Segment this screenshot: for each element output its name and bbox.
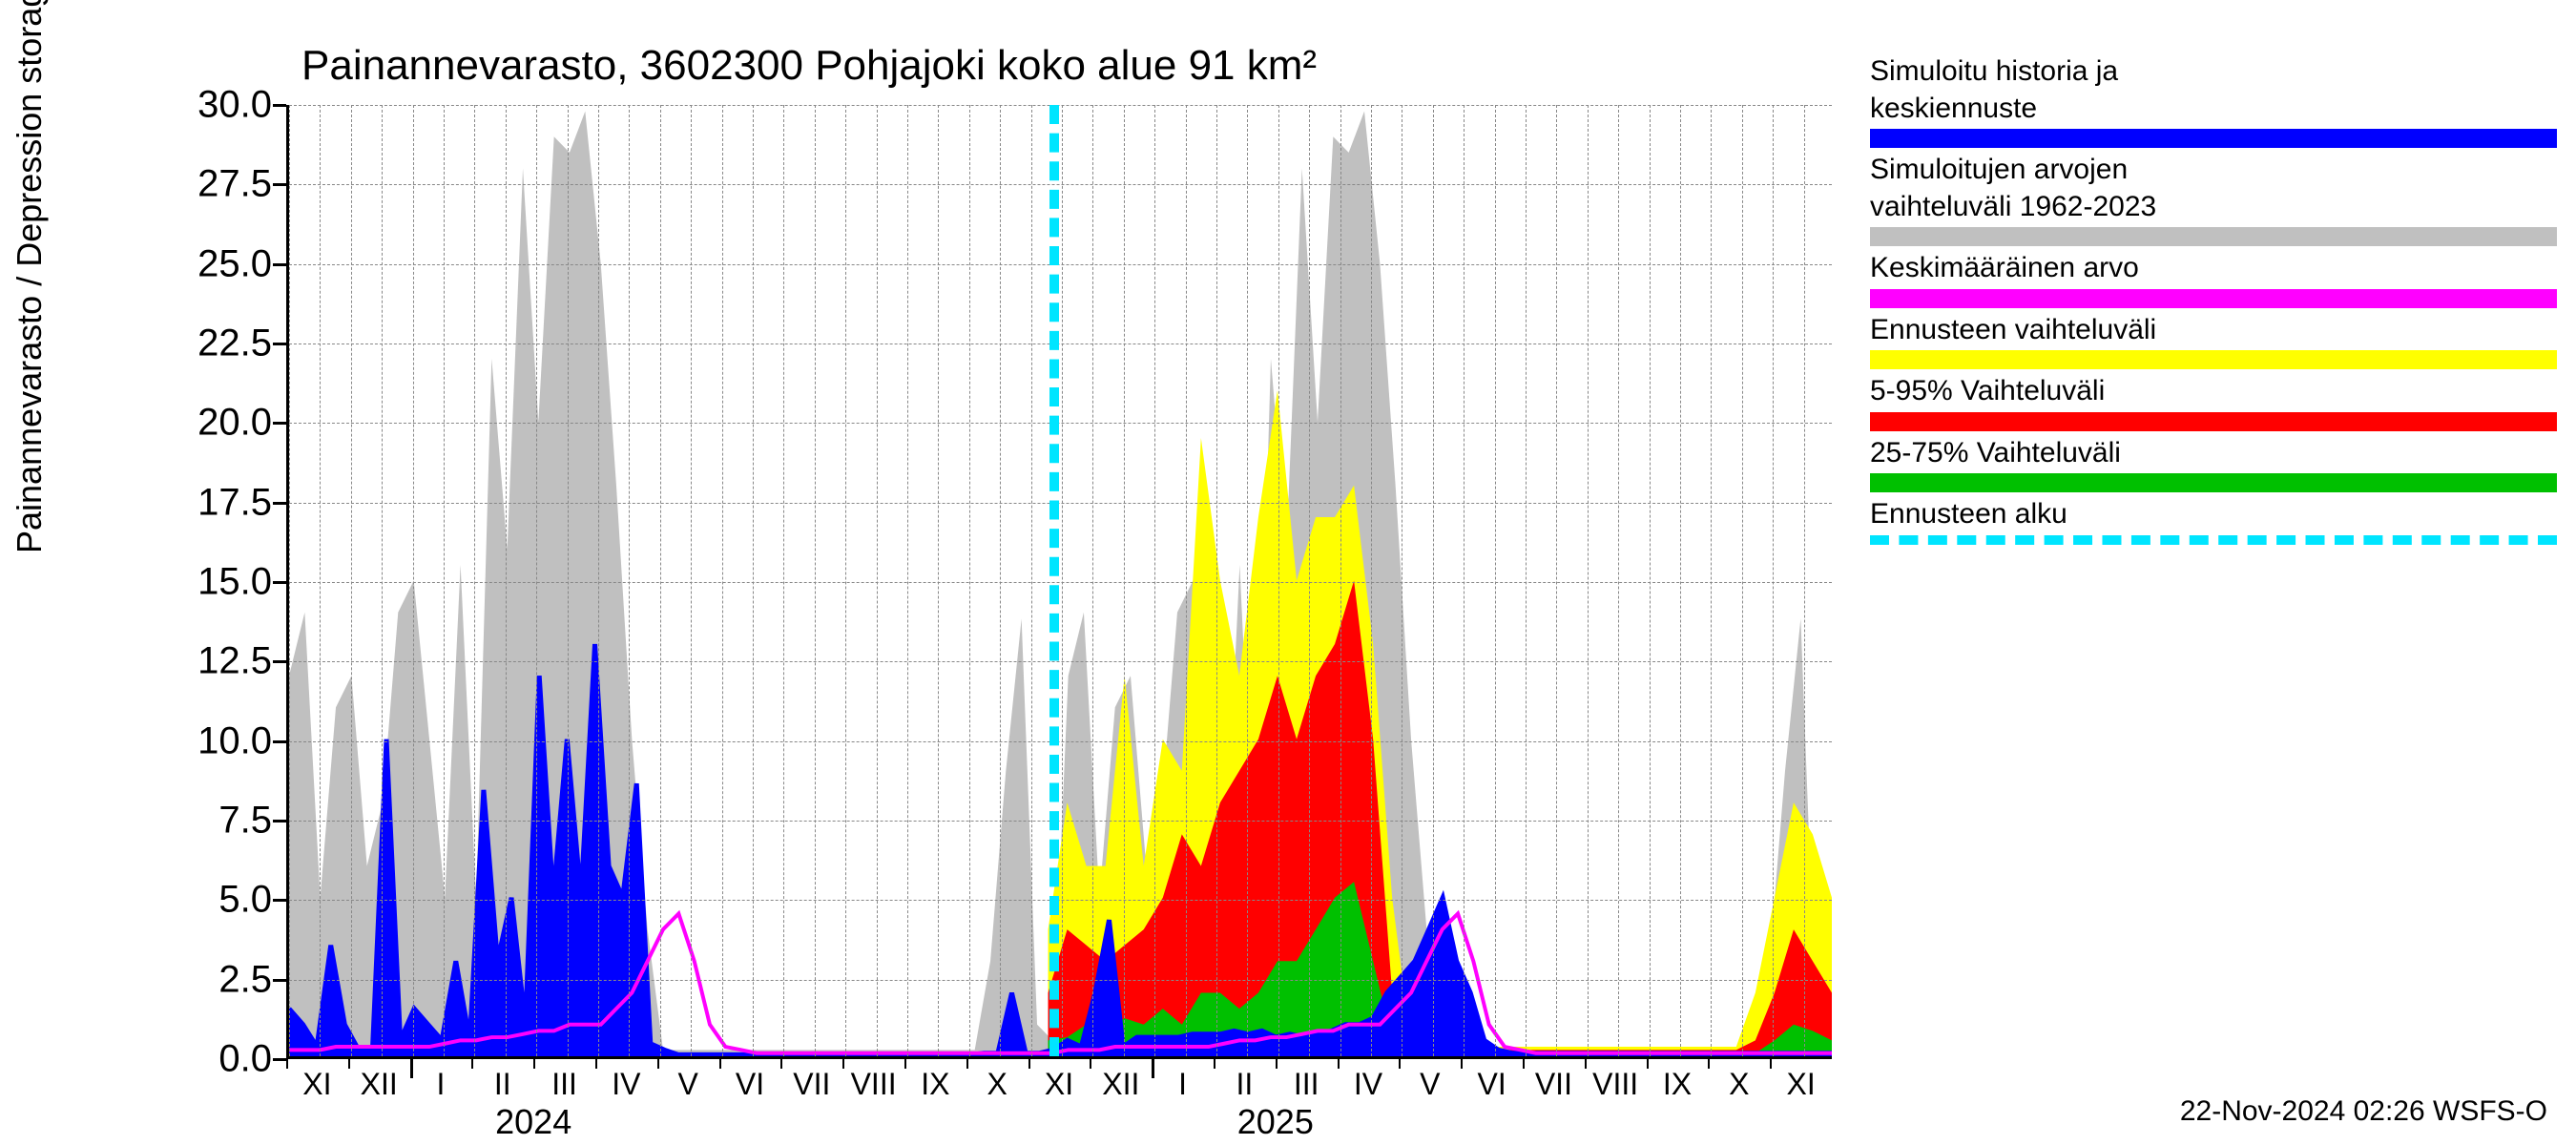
legend-text: Ennusteen vaihteluväli	[1870, 314, 2557, 347]
legend-text: Simuloitu historia ja	[1870, 55, 2557, 89]
legend-text: vaihteluväli 1962-2023	[1870, 191, 2557, 224]
legend-swatch	[1870, 350, 2557, 369]
y-tick-label: 0.0	[157, 1038, 272, 1081]
y-tick-label: 5.0	[157, 879, 272, 922]
legend-swatch	[1870, 535, 2557, 545]
x-tick-label: IV	[1354, 1067, 1382, 1102]
legend-swatch	[1870, 289, 2557, 308]
legend-item: Simuloitu historia ja keskiennuste	[1870, 55, 2557, 148]
x-tick-label: X	[987, 1067, 1008, 1102]
y-tick-label: 30.0	[157, 84, 272, 127]
legend-text: 25-75% Vaihteluväli	[1870, 437, 2557, 470]
y-tick-label: 2.5	[157, 958, 272, 1001]
x-tick-label: VI	[1477, 1067, 1506, 1102]
y-tick-label: 25.0	[157, 242, 272, 285]
y-tick-label: 27.5	[157, 163, 272, 206]
y-tick-label: 15.0	[157, 561, 272, 604]
x-tick-label: I	[1178, 1067, 1187, 1102]
y-tick-label: 17.5	[157, 481, 272, 524]
x-tick-label: V	[678, 1067, 698, 1102]
legend-text: 5-95% Vaihteluväli	[1870, 375, 2557, 408]
legend-swatch	[1870, 412, 2557, 431]
chart-container: Painannevarasto, 3602300 Pohjajoki koko …	[0, 0, 2576, 1145]
x-tick-label: XI	[302, 1067, 331, 1102]
chart-footer: 22-Nov-2024 02:26 WSFS-O	[2180, 1095, 2547, 1128]
x-tick-label: VIII	[851, 1067, 897, 1102]
x-tick-label: XII	[1102, 1067, 1139, 1102]
x-tick-label: I	[437, 1067, 446, 1102]
x-tick-label: V	[1420, 1067, 1440, 1102]
x-tick-label: IV	[612, 1067, 640, 1102]
y-tick-label: 12.5	[157, 640, 272, 683]
legend: Simuloitu historia jakeskiennusteSimuloi…	[1870, 55, 2557, 551]
legend-item: 5-95% Vaihteluväli	[1870, 375, 2557, 431]
x-tick-label: VII	[1535, 1067, 1572, 1102]
legend-item: Keskimääräinen arvo	[1870, 252, 2557, 308]
y-tick-label: 10.0	[157, 719, 272, 762]
x-tick-label: IX	[921, 1067, 949, 1102]
legend-swatch	[1870, 129, 2557, 148]
y-tick-label: 7.5	[157, 800, 272, 843]
x-tick-label: X	[1729, 1067, 1749, 1102]
y-tick-label: 22.5	[157, 323, 272, 365]
year-label: 2024	[495, 1102, 571, 1142]
x-tick-label: VII	[793, 1067, 830, 1102]
x-tick-label: III	[1294, 1067, 1319, 1102]
legend-item: Simuloitujen arvojen vaihteluväli 1962-20…	[1870, 154, 2557, 246]
x-tick-label: XII	[361, 1067, 398, 1102]
x-tick-label: III	[551, 1067, 577, 1102]
x-tick-label: XI	[1045, 1067, 1073, 1102]
legend-swatch	[1870, 473, 2557, 492]
x-tick-label: XI	[1786, 1067, 1815, 1102]
x-tick-label: VIII	[1592, 1067, 1638, 1102]
x-tick-label: II	[1236, 1067, 1254, 1102]
legend-item: Ennusteen alku	[1870, 498, 2557, 545]
plot-area	[286, 105, 1832, 1059]
year-label: 2025	[1237, 1102, 1314, 1142]
legend-swatch	[1870, 227, 2557, 246]
x-tick-label: VI	[736, 1067, 764, 1102]
y-tick-label: 20.0	[157, 402, 272, 445]
forecast-start-line	[1049, 105, 1059, 1056]
y-axis-label: Painannevarasto / Depression storage mm	[10, 0, 50, 553]
legend-text: Keskimääräinen arvo	[1870, 252, 2557, 285]
legend-item: Ennusteen vaihteluväli	[1870, 314, 2557, 370]
x-tick-label: II	[494, 1067, 511, 1102]
legend-text: keskiennuste	[1870, 93, 2557, 126]
legend-text: Ennusteen alku	[1870, 498, 2557, 531]
x-tick-label: IX	[1663, 1067, 1692, 1102]
legend-item: 25-75% Vaihteluväli	[1870, 437, 2557, 493]
legend-text: Simuloitujen arvojen	[1870, 154, 2557, 187]
chart-title: Painannevarasto, 3602300 Pohjajoki koko …	[301, 42, 1317, 90]
plot-svg	[289, 105, 1832, 1056]
